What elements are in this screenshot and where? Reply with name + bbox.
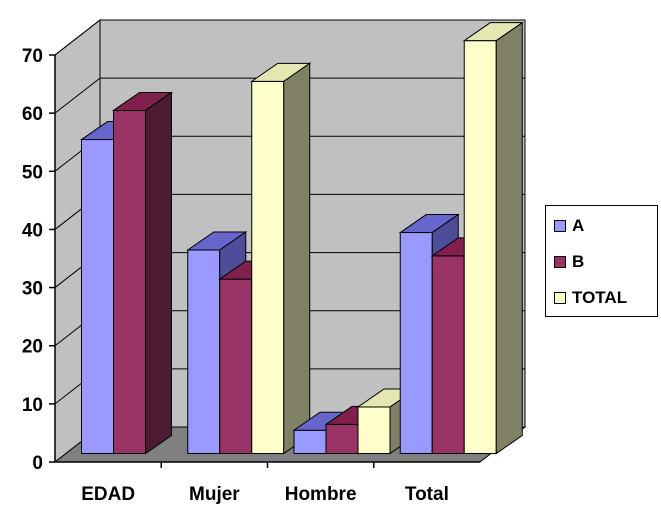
legend: A B TOTAL (545, 205, 658, 317)
gridline (54, 19, 525, 56)
x-tick-label: Hombre (285, 484, 357, 505)
legend-label-a: A (572, 216, 585, 235)
x-axis-ticks: EDAD Mujer Hombre Total (81, 462, 449, 505)
bars (79, 21, 524, 455)
legend-item-a: A (554, 216, 584, 236)
legend-item-total: TOTAL (554, 288, 627, 308)
x-tick-label: Mujer (189, 484, 240, 505)
bar-b-edad (111, 91, 174, 455)
y-tick-label: 30 (22, 279, 43, 300)
legend-label-total: TOTAL (572, 288, 628, 307)
x-tick-label: Total (405, 484, 449, 505)
y-tick-label: 10 (22, 395, 43, 416)
y-tick-label: 40 (22, 220, 43, 241)
legend-swatch-total (554, 292, 566, 304)
legend-item-b: B (554, 252, 584, 272)
bar-total-total (462, 21, 524, 455)
legend-swatch-a (554, 220, 566, 232)
gridline (54, 77, 525, 114)
legend-label-b: B (572, 252, 585, 271)
y-tick-label: 70 (22, 46, 43, 67)
bar-total-mujer (250, 62, 312, 455)
y-tick-label: 20 (22, 337, 43, 358)
y-axis-ticks: 0 10 20 30 40 50 60 70 (22, 46, 55, 474)
y-tick-label: 50 (22, 162, 43, 183)
legend-swatch-b (554, 256, 566, 268)
y-tick-label: 60 (22, 104, 43, 125)
y-tick-label: 0 (32, 453, 43, 474)
x-tick-label: EDAD (81, 484, 135, 505)
